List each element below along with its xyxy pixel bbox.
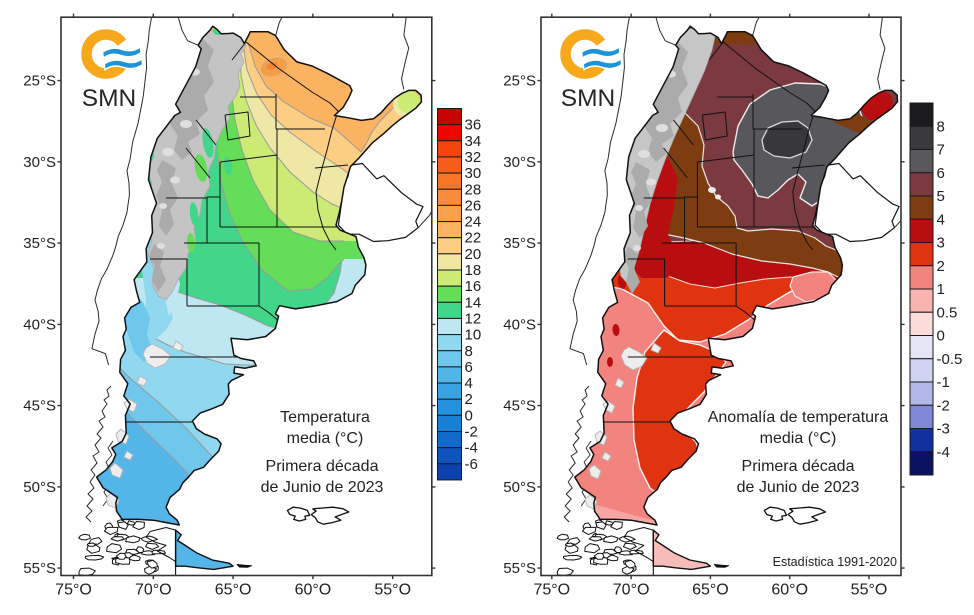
svg-text:25°S: 25°S [503,73,536,90]
svg-text:30°S: 30°S [23,154,56,171]
svg-text:4: 4 [465,375,473,392]
svg-text:65°O: 65°O [215,582,252,599]
svg-text:30°S: 30°S [503,154,536,171]
svg-text:Temperatura: Temperatura [280,409,370,426]
svg-text:6: 6 [937,165,945,182]
svg-text:60°O: 60°O [771,582,808,599]
svg-text:-2: -2 [937,397,950,414]
svg-text:1: 1 [937,281,945,298]
svg-text:Anomalía de temperatura: Anomalía de temperatura [708,409,889,426]
svg-text:25°S: 25°S [23,73,56,90]
svg-text:-4: -4 [937,444,950,461]
svg-text:2: 2 [937,258,945,275]
svg-text:-0.5: -0.5 [937,351,963,368]
svg-text:12: 12 [465,310,482,327]
svg-text:5: 5 [937,188,945,205]
svg-text:32: 32 [465,149,482,166]
svg-text:4: 4 [937,211,945,228]
svg-text:40°S: 40°S [23,316,56,333]
svg-text:3: 3 [937,235,945,252]
svg-text:40°S: 40°S [503,316,536,333]
svg-text:22: 22 [465,230,482,247]
svg-text:-6: -6 [465,456,478,473]
svg-text:8: 8 [937,118,945,135]
svg-text:0: 0 [465,407,473,424]
svg-text:6: 6 [465,359,473,376]
svg-text:10: 10 [465,327,482,344]
svg-text:8: 8 [465,343,473,360]
svg-text:14: 14 [465,294,482,311]
svg-text:30: 30 [465,165,482,182]
svg-text:2: 2 [465,391,473,408]
svg-text:media (°C): media (°C) [760,430,837,447]
svg-text:de Junio de 2023: de Junio de 2023 [737,479,860,496]
svg-text:50°S: 50°S [23,479,56,496]
svg-text:70°O: 70°O [613,582,650,599]
svg-text:media (°C): media (°C) [287,430,364,447]
svg-text:0.5: 0.5 [937,304,958,321]
svg-text:60°O: 60°O [295,582,332,599]
svg-text:55°O: 55°O [851,582,888,599]
svg-text:Estadística 1991-2020: Estadística 1991-2020 [773,555,897,569]
svg-text:45°S: 45°S [23,398,56,415]
svg-text:34: 34 [465,133,482,150]
svg-text:55°S: 55°S [503,560,536,577]
svg-text:75°O: 75°O [55,582,92,599]
svg-text:28: 28 [465,181,482,198]
svg-text:65°O: 65°O [692,582,729,599]
svg-text:18: 18 [465,262,482,279]
svg-text:20: 20 [465,246,482,263]
svg-text:55°S: 55°S [23,560,56,577]
svg-text:16: 16 [465,278,482,295]
svg-text:Primera década: Primera década [742,458,855,475]
svg-text:45°S: 45°S [503,398,536,415]
svg-text:70°O: 70°O [135,582,172,599]
svg-text:SMN: SMN [561,85,615,112]
svg-text:Primera década: Primera década [266,458,379,475]
svg-text:-2: -2 [465,424,478,441]
svg-text:0: 0 [937,328,945,345]
svg-text:36: 36 [465,117,482,134]
svg-text:de Junio de 2023: de Junio de 2023 [261,479,384,496]
svg-text:75°O: 75°O [533,582,570,599]
svg-text:26: 26 [465,197,482,214]
svg-text:SMN: SMN [82,85,136,112]
svg-text:55°O: 55°O [374,582,411,599]
svg-text:50°S: 50°S [503,479,536,496]
svg-text:-4: -4 [465,440,478,457]
svg-text:35°S: 35°S [23,235,56,252]
svg-text:7: 7 [937,142,945,159]
svg-text:-1: -1 [937,374,950,391]
svg-text:-3: -3 [937,421,950,438]
svg-text:24: 24 [465,214,482,231]
svg-text:35°S: 35°S [503,235,536,252]
